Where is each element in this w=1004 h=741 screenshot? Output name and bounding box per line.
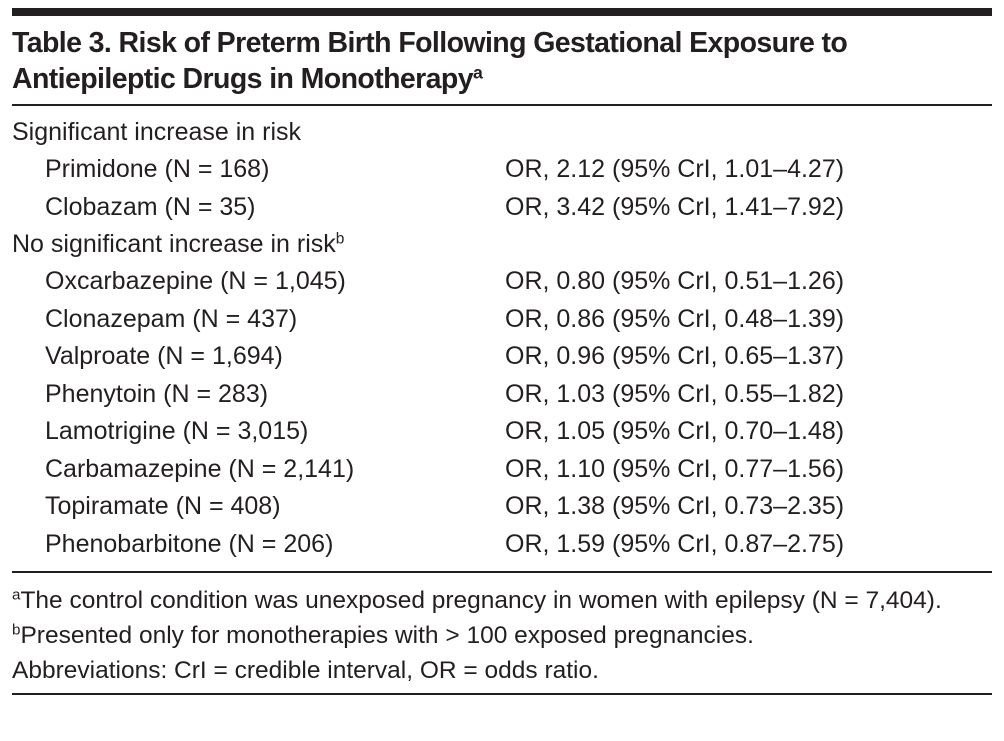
group-note: b (335, 230, 345, 248)
footnote-text: Presented only for monotherapies with > … (20, 622, 754, 649)
result-cell: OR, 0.80 (95% CrI, 0.51–1.26) (505, 267, 845, 295)
drug-cell: Carbamazepine (N = 2,141) (45, 454, 355, 483)
drug-cell: Lamotrigine (N = 3,015) (45, 417, 309, 445)
table-row: Phenobarbitone (N = 206) OR, 1.59 (95% Cr… (12, 526, 992, 564)
footnote-marker: b (12, 621, 21, 639)
result-cell: OR, 1.03 (95% CrI, 0.55–1.82) (505, 379, 845, 408)
drug-cell: Valproate (N = 1,694) (45, 342, 283, 370)
title-text: Table 3. Risk of Preterm Birth Following… (12, 27, 848, 95)
result-cell: OR, 3.42 (95% CrI, 1.41–7.92) (505, 192, 845, 221)
footnote-text: Abbreviations: CrI = credible interval, … (12, 657, 599, 684)
table-body: Significant increase in risk Primidone (N… (12, 106, 992, 573)
table-row: Oxcarbazepine (N = 1,045) OR, 0.80 (95% C… (12, 263, 992, 301)
top-rule (12, 8, 992, 16)
drug-cell: Oxcarbazepine (N = 1,045) (45, 267, 346, 295)
drug-cell: Clonazepam (N = 437) (45, 304, 298, 333)
table-row: Clobazam (N = 35) OR, 3.42 (95% CrI, 1.41… (12, 189, 992, 227)
table-footnotes: aThe control condition was unexposed pre… (12, 573, 992, 695)
footnote: Abbreviations: CrI = credible interval, … (12, 653, 992, 688)
table-row: Carbamazepine (N = 2,141) OR, 1.10 (95% C… (12, 451, 992, 489)
result-cell: OR, 0.96 (95% CrI, 0.65–1.37) (505, 342, 845, 370)
table-row: Valproate (N = 1,694) OR, 0.96 (95% CrI, … (12, 338, 992, 376)
title-note: a (472, 62, 483, 83)
result-cell: OR, 1.38 (95% CrI, 0.73–2.35) (505, 492, 845, 520)
table-row: Lamotrigine (N = 3,015) OR, 1.05 (95% CrI… (12, 413, 992, 451)
table-row: Topiramate (N = 408) OR, 1.38 (95% CrI, 0… (12, 488, 992, 526)
drug-cell: Phenobarbitone (N = 206) (45, 529, 334, 558)
group-header: No significant increase in riskb (12, 226, 992, 263)
table-page: Table 3. Risk of Preterm Birth Following… (12, 8, 992, 695)
table-row: Primidone (N = 168) OR, 2.12 (95% CrI, 1.… (12, 151, 992, 189)
table-row: Phenytoin (N = 283) OR, 1.03 (95% CrI, 0.… (12, 376, 992, 414)
footnote-marker: a (12, 586, 21, 604)
group-header: Significant increase in risk (12, 114, 992, 151)
result-cell: OR, 1.59 (95% CrI, 0.87–2.75) (505, 529, 845, 558)
result-cell: OR, 1.05 (95% CrI, 0.70–1.48) (505, 417, 845, 445)
result-cell: OR, 2.12 (95% CrI, 1.01–4.27) (505, 155, 845, 183)
result-cell: OR, 1.10 (95% CrI, 0.77–1.56) (505, 454, 845, 483)
footnote: aThe control condition was unexposed pre… (12, 583, 992, 618)
group-label: Significant increase in risk (12, 118, 302, 146)
group-label: No significant increase in risk (12, 230, 336, 258)
drug-cell: Topiramate (N = 408) (45, 492, 281, 520)
footnote: bPresented only for monotherapies with >… (12, 618, 992, 653)
footnote-text: The control condition was unexposed preg… (20, 587, 942, 614)
table-title: Table 3. Risk of Preterm Birth Following… (12, 25, 992, 106)
table-row: Clonazepam (N = 437) OR, 0.86 (95% CrI, 0… (12, 301, 992, 339)
drug-cell: Primidone (N = 168) (45, 155, 270, 183)
drug-cell: Clobazam (N = 35) (45, 192, 256, 221)
result-cell: OR, 0.86 (95% CrI, 0.48–1.39) (505, 304, 845, 333)
drug-cell: Phenytoin (N = 283) (45, 379, 269, 408)
